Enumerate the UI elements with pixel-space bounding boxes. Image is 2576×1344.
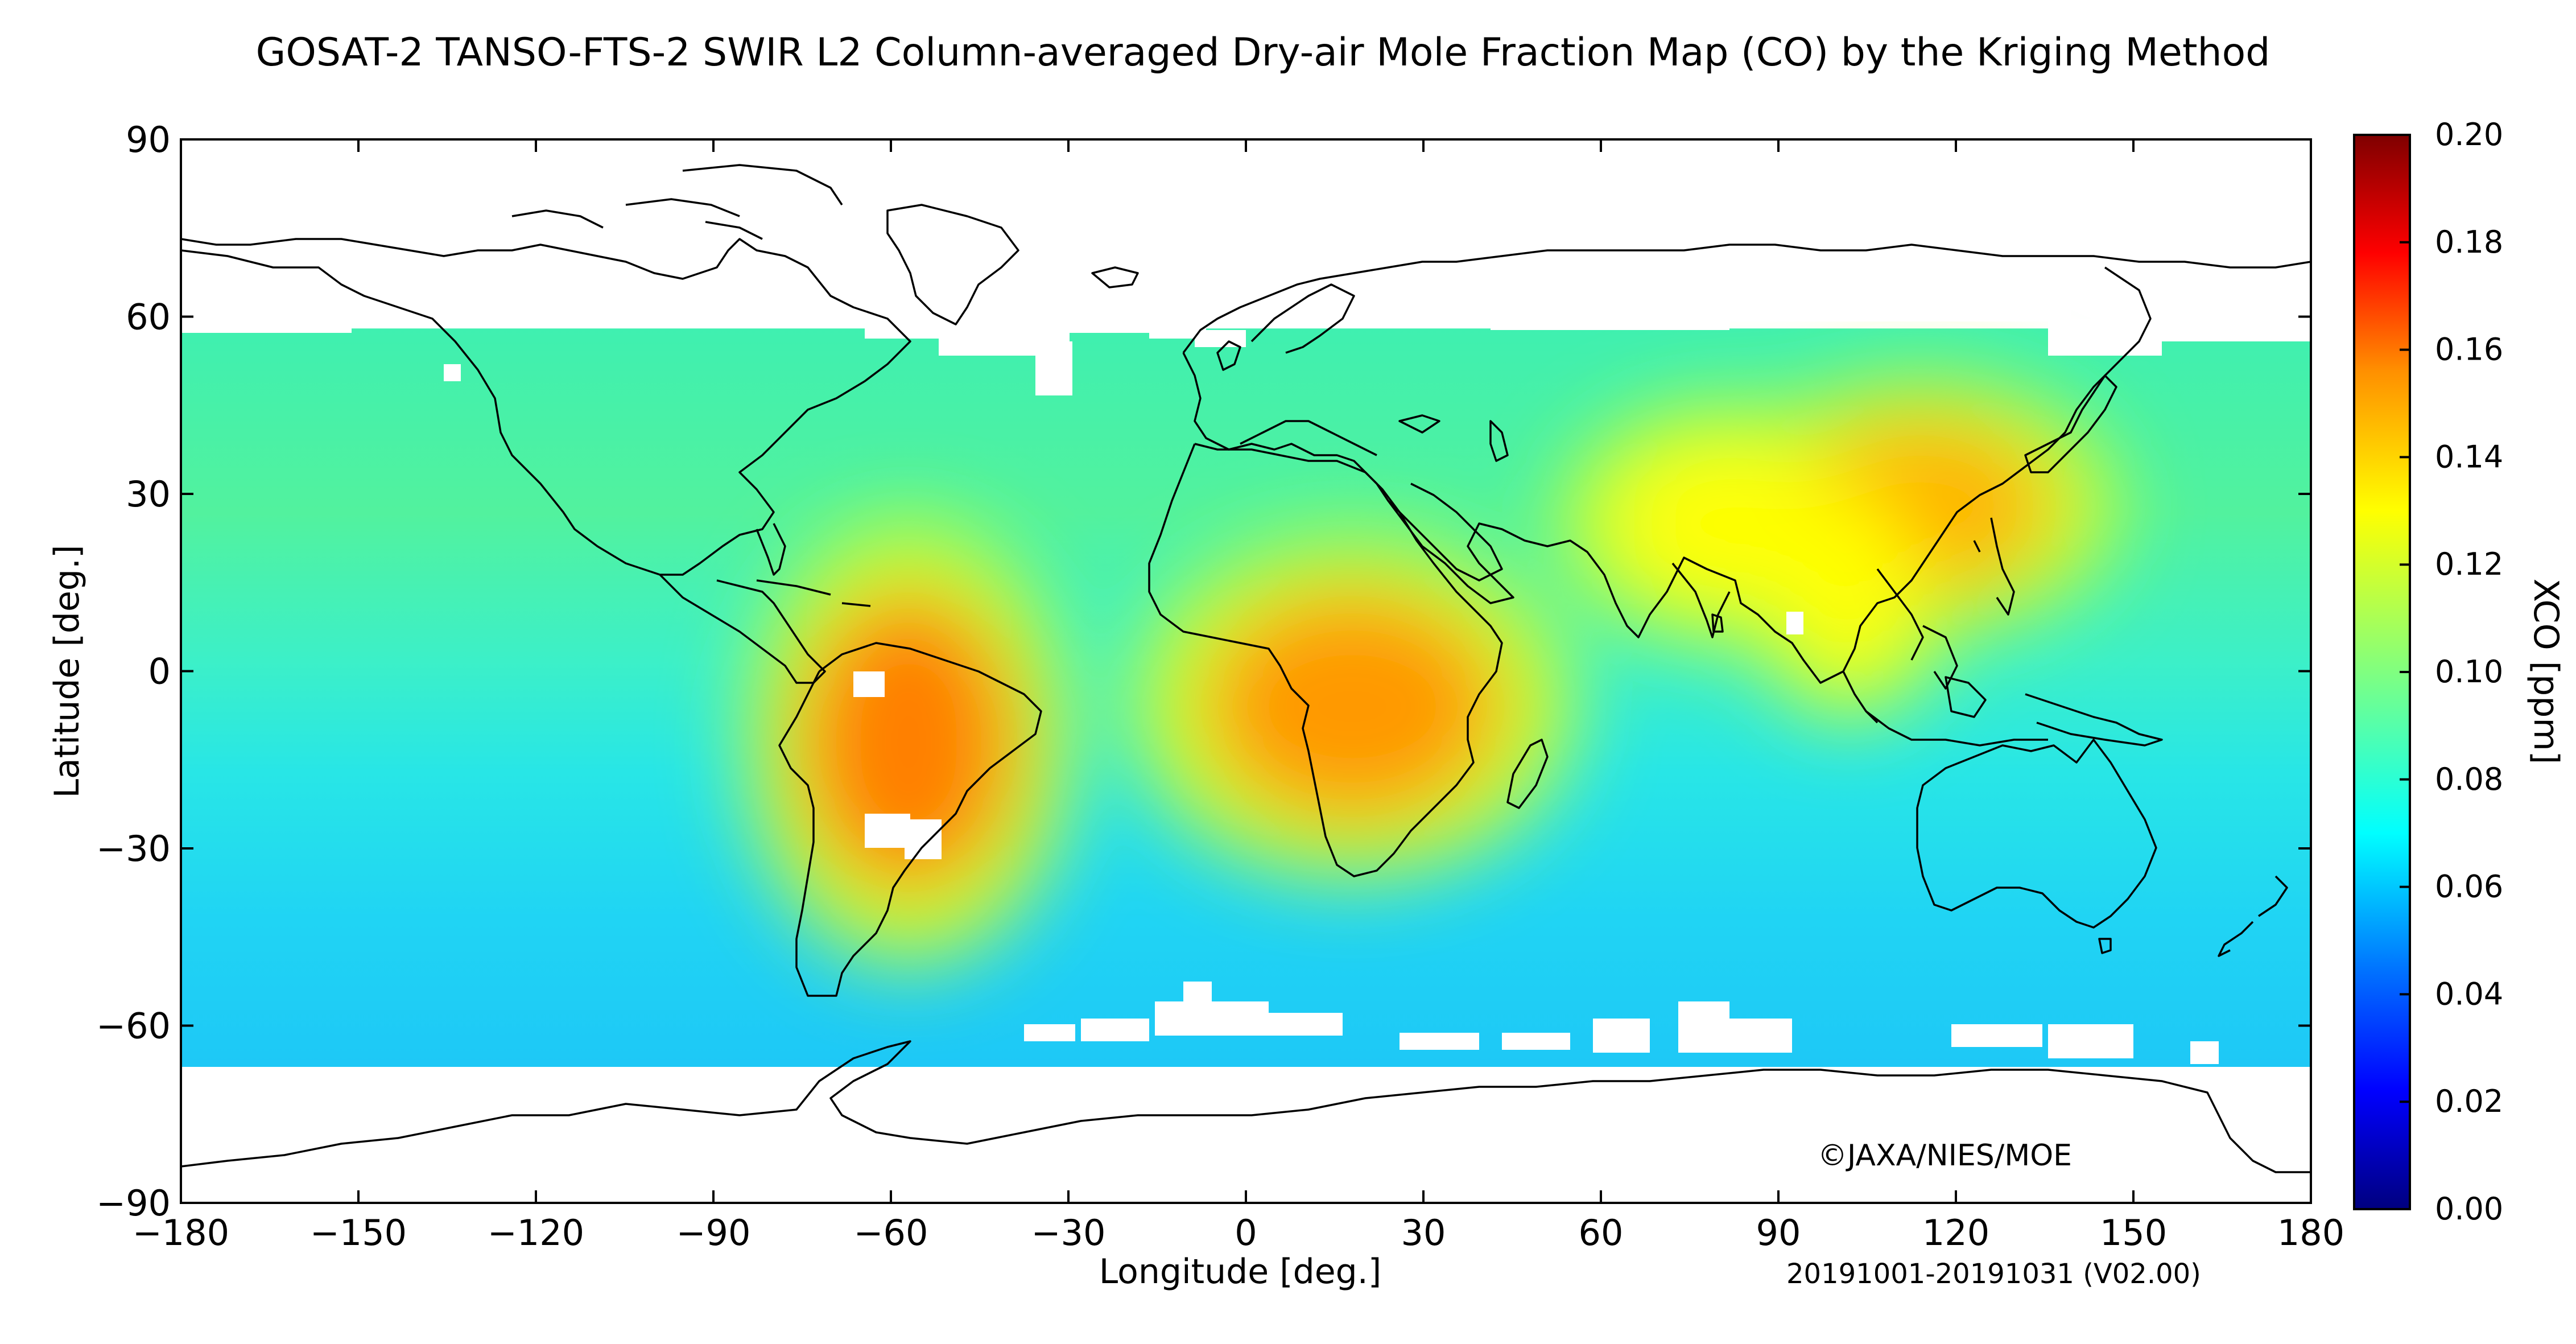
x-tick-label: 30 — [1401, 1212, 1446, 1254]
x-tick-label: 0 — [1235, 1212, 1257, 1254]
x-tick-label: −60 — [854, 1212, 928, 1254]
coast-mediterranean — [1240, 420, 1377, 456]
y-tick-label: −90 — [96, 1182, 171, 1224]
y-axis-label: Latitude [deg.] — [47, 545, 87, 798]
y-tick-label: −60 — [96, 1005, 171, 1047]
colorbar-tick-label: 0.00 — [2435, 1191, 2503, 1227]
coast-caribbean — [756, 579, 871, 607]
missing-data-patches — [181, 285, 2311, 1203]
x-axis-label: Longitude [deg.] — [1099, 1252, 1381, 1292]
coast-iceland — [1091, 266, 1139, 288]
colorbar-ticks: 0.20 0.18 0.16 0.14 0.12 0.10 0.08 0.06 0.04 0.02… — [2400, 117, 2503, 1227]
x-tick-label: 90 — [1756, 1212, 1801, 1254]
chart-title: GOSAT-2 TANSO-FTS-2 SWIR L2 Column-avera… — [256, 30, 2270, 75]
colorbar-tick-label: 0.20 — [2435, 117, 2503, 152]
x-tick-label: 60 — [1579, 1212, 1624, 1254]
coast-madagascar — [1506, 739, 1549, 809]
colorbar-tick-label: 0.12 — [2435, 546, 2503, 582]
axis-ticks — [180, 138, 2312, 1204]
coast-caspian-black — [1398, 414, 1509, 462]
period-text: 20191001-20191031 (V02.00) — [1786, 1258, 2201, 1290]
colorbar-tick-label: 0.14 — [2435, 439, 2503, 475]
x-tick-label: −180 — [133, 1212, 229, 1254]
coast-india — [1671, 562, 1731, 638]
coast-africa — [1148, 443, 1503, 877]
x-tick-label: −90 — [676, 1212, 751, 1254]
coast-british-isles — [1216, 340, 1241, 371]
colorbar-tick-label: 0.08 — [2435, 761, 2503, 797]
coast-south-america — [778, 642, 1042, 997]
coast-antarctica — [181, 1040, 2311, 1173]
x-tick-label: 120 — [1922, 1212, 1989, 1254]
x-tick-label: −120 — [488, 1212, 584, 1254]
y-tick-label: −30 — [96, 828, 171, 869]
coast-scandinavia — [1250, 283, 1355, 354]
x-tick-label: −150 — [310, 1212, 407, 1254]
coastlines — [181, 164, 2311, 1173]
coast-canadian-arctic — [511, 164, 843, 240]
colorbar-tick-label: 0.10 — [2435, 654, 2503, 690]
colorbar-tick-label: 0.06 — [2435, 869, 2503, 905]
y-tick-label: 0 — [148, 651, 171, 692]
coast-europe-asia — [1182, 244, 2311, 684]
colorbar: 0.20 0.18 0.16 0.14 0.12 0.10 0.08 0.06 0.04 0.02… — [2353, 117, 2566, 1227]
coast-sri-lanka — [1711, 613, 1724, 633]
colorbar-tick-label: 0.02 — [2435, 1083, 2503, 1119]
coast-new-zealand — [2218, 875, 2288, 957]
x-axis-tick-labels: −180 −150 −120 −90 −60 −30 0 30 60 90 120 150 180 — [133, 1212, 2344, 1254]
hotspot — [800, 594, 1017, 890]
colorbar-tick-label: 0.16 — [2435, 332, 2503, 368]
coast-florida — [756, 523, 786, 576]
coast-australia — [1916, 739, 2157, 929]
x-tick-label: −30 — [1031, 1212, 1106, 1254]
map-panel — [180, 138, 2312, 1204]
coast-indonesia — [1865, 676, 2163, 747]
x-tick-label: 150 — [2100, 1212, 2167, 1254]
hotspot — [1781, 491, 1918, 674]
colorbar-tick-label: 0.18 — [2435, 224, 2503, 260]
coast-philippines-taiwan — [1973, 517, 2015, 616]
colorbar-tick-label: 0.04 — [2435, 976, 2503, 1012]
x-tick-label: 180 — [2277, 1212, 2344, 1254]
coast-north-america — [181, 238, 911, 576]
y-tick-label: 60 — [126, 296, 171, 338]
coast-tasmania — [2098, 938, 2112, 954]
y-axis-tick-labels: 90 60 30 0 −30 −60 −90 — [96, 119, 171, 1224]
coast-greenland — [886, 204, 1019, 325]
copyright-text: ©JAXA/NIES/MOE — [1818, 1139, 2072, 1173]
y-tick-label: 90 — [126, 119, 171, 160]
coast-southeast-asia — [1842, 568, 1958, 724]
coast-central-america — [659, 574, 826, 684]
coast-arabia-red-sea — [1387, 483, 1503, 582]
coast-japan — [2024, 374, 2117, 473]
hotspot — [1204, 592, 1501, 821]
y-tick-label: 30 — [126, 473, 171, 515]
colorbar-label: XCO [ppm] — [2526, 579, 2566, 764]
